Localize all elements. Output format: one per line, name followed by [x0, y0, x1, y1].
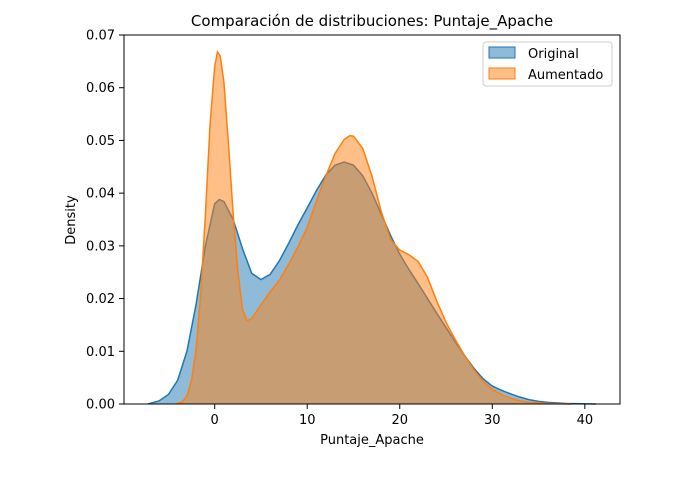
series-layer — [147, 49, 596, 405]
chart-title: Comparación de distribuciones: Puntaje_A… — [191, 12, 553, 31]
y-tick-label-6: 0.06 — [86, 81, 115, 96]
aumentado-density-area — [175, 51, 571, 405]
legend-label-aumentado: Aumentado — [528, 68, 603, 83]
x-tick-label-10: 10 — [299, 413, 316, 428]
x-tick-label-20: 20 — [391, 413, 408, 428]
x-tick-label-30: 30 — [484, 413, 501, 428]
y-tick-label-4: 0.04 — [86, 187, 115, 202]
plot-frame — [123, 34, 621, 405]
legend-label-original: Original — [528, 47, 579, 62]
x-tick-label-0: 0 — [211, 413, 219, 428]
y-tick-label-2: 0.02 — [86, 292, 115, 307]
y-axis-label: Density — [64, 195, 79, 245]
legend-swatch-aumentado — [488, 67, 516, 80]
legend-swatch-original — [488, 46, 516, 59]
y-tick-label-0: 0.00 — [86, 398, 115, 413]
x-tick-label-40: 40 — [577, 413, 594, 428]
x-ticks: 0 10 20 30 40 — [211, 404, 594, 428]
y-tick-label-1: 0.01 — [86, 345, 115, 360]
y-tick-label-5: 0.05 — [86, 134, 115, 149]
aumentado-density-line — [175, 49, 571, 405]
y-tick-label-3: 0.03 — [86, 239, 115, 254]
y-tick-label-7: 0.07 — [86, 29, 115, 44]
x-axis-label: Puntaje_Apache — [320, 433, 424, 448]
y-ticks: 0.00 0.01 0.02 0.03 0.04 0.05 0.06 0.07 — [86, 29, 124, 413]
legend: Original Aumentado — [482, 41, 613, 87]
